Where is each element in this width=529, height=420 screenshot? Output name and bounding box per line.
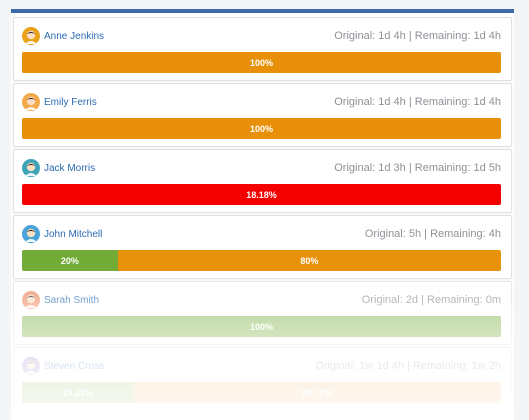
man-avatar-icon bbox=[25, 360, 37, 374]
man-avatar-icon bbox=[25, 228, 37, 242]
man-avatar-icon bbox=[25, 162, 37, 176]
time-summary: Original: 1d 3h | Remaining: 1d 5h bbox=[334, 162, 501, 174]
progress-segment: 100% bbox=[22, 316, 501, 337]
progress-segment: 19.23% bbox=[22, 382, 134, 403]
time-summary: Original: 1d 4h | Remaining: 1d 4h bbox=[334, 30, 501, 42]
progress-bar: 100% bbox=[22, 118, 501, 139]
progress-segment: 100% bbox=[22, 118, 501, 139]
workload-panel: Anne Jenkins Original: 1d 4h | Remaining:… bbox=[11, 9, 514, 420]
assignee-card: Jack Morris Original: 1d 3h | Remaining: … bbox=[13, 149, 512, 213]
progress-bar: 18.18% bbox=[22, 184, 501, 205]
assignee-card: Anne Jenkins Original: 1d 4h | Remaining:… bbox=[13, 17, 512, 81]
assignee-list: Anne Jenkins Original: 1d 4h | Remaining:… bbox=[11, 17, 514, 411]
progress-bar: 19.23% 80.77% bbox=[22, 382, 501, 403]
time-summary: Original: 5h | Remaining: 4h bbox=[364, 228, 501, 240]
progress-bar: 100% bbox=[22, 52, 501, 73]
progress-segment: 80% bbox=[117, 250, 501, 271]
avatar bbox=[22, 225, 40, 243]
avatar bbox=[22, 159, 40, 177]
assignee-card: Emily Ferris Original: 1d 4h | Remaining:… bbox=[13, 83, 512, 147]
assignee-card: John Mitchell Original: 5h | Remaining: 4… bbox=[13, 215, 512, 279]
assignee-card: Sarah Smith Original: 2d | Remaining: 0m 1… bbox=[13, 281, 512, 345]
avatar bbox=[22, 27, 40, 45]
avatar bbox=[22, 93, 40, 111]
avatar bbox=[22, 291, 40, 309]
assignee-name-link[interactable]: Emily Ferris bbox=[44, 96, 97, 108]
avatar bbox=[22, 357, 40, 375]
assignee-header: John Mitchell Original: 5h | Remaining: 4… bbox=[22, 224, 501, 244]
assignee-header: Anne Jenkins Original: 1d 4h | Remaining:… bbox=[22, 26, 501, 46]
assignee-name-link[interactable]: Jack Morris bbox=[44, 162, 96, 174]
assignee-name-link[interactable]: Anne Jenkins bbox=[44, 30, 105, 42]
time-summary: Original: 1w 1d 4h | Remaining: 1w 2h bbox=[315, 360, 501, 372]
accent-top-bar bbox=[11, 9, 514, 13]
progress-bar: 100% bbox=[22, 316, 501, 337]
assignee-header: Steven Cross Original: 1w 1d 4h | Remaini… bbox=[22, 356, 501, 376]
progress-segment: 80.77% bbox=[133, 382, 501, 403]
progress-segment: 20% bbox=[22, 250, 118, 271]
assignee-name-link[interactable]: Steven Cross bbox=[44, 360, 105, 372]
woman-avatar-icon bbox=[25, 294, 37, 308]
assignee-header: Sarah Smith Original: 2d | Remaining: 0m bbox=[22, 290, 501, 310]
progress-segment: 18.18% bbox=[22, 184, 501, 205]
progress-bar: 20% 80% bbox=[22, 250, 501, 271]
assignee-name-link[interactable]: John Mitchell bbox=[44, 228, 103, 240]
progress-segment: 100% bbox=[22, 52, 501, 73]
time-summary: Original: 1d 4h | Remaining: 1d 4h bbox=[334, 96, 501, 108]
assignee-card: Steven Cross Original: 1w 1d 4h | Remaini… bbox=[13, 347, 512, 411]
cat-avatar-icon bbox=[25, 96, 37, 110]
time-summary: Original: 2d | Remaining: 0m bbox=[361, 294, 501, 306]
assignee-name-link[interactable]: Sarah Smith bbox=[44, 294, 100, 306]
assignee-header: Jack Morris Original: 1d 3h | Remaining: … bbox=[22, 158, 501, 178]
assignee-header: Emily Ferris Original: 1d 4h | Remaining:… bbox=[22, 92, 501, 112]
woman-avatar-icon bbox=[25, 30, 37, 44]
